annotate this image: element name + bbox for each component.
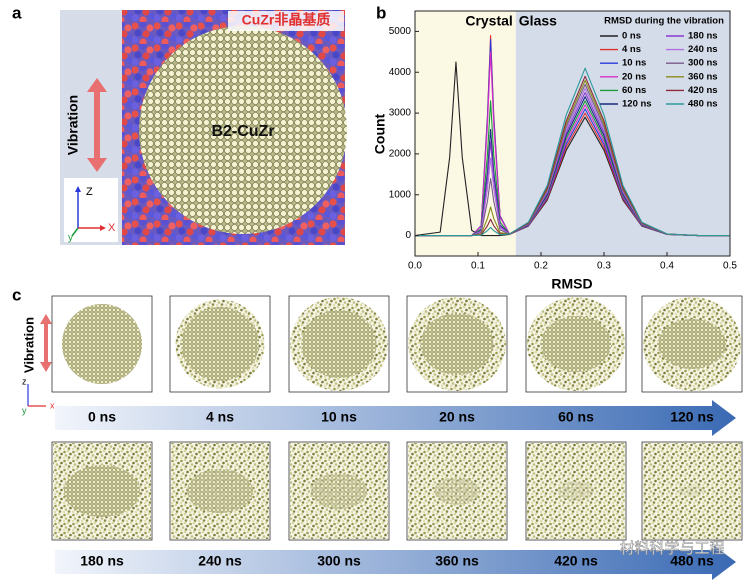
legend-label: 10 ns [622, 58, 646, 69]
legend-label: 0 ns [622, 31, 641, 42]
crystal-core [420, 313, 494, 375]
y-tick-label: 5000 [389, 26, 412, 37]
legend-label: 60 ns [622, 85, 646, 96]
crystal-core [658, 319, 726, 369]
series-line [415, 67, 730, 237]
legend-label: 480 ns [688, 99, 718, 110]
crystal-core [64, 465, 140, 517]
axes-box [64, 178, 118, 242]
x-tick-label: 0.3 [597, 261, 611, 272]
time-label: 240 ns [198, 553, 242, 569]
time-label: 180 ns [80, 553, 124, 569]
vibration-label: Vibration [65, 95, 81, 155]
legend-label: 20 ns [622, 71, 646, 82]
crystal-core [181, 307, 259, 381]
legend-label: 4 ns [622, 44, 641, 55]
axis-triad [27, 384, 46, 407]
vibration-arrow [40, 314, 52, 372]
y-axis-label: Count [372, 113, 388, 154]
crystal-label: B2-CuZr [211, 123, 274, 140]
legend-label: 240 ns [688, 44, 718, 55]
axis-y: y [22, 405, 27, 415]
x-tick-label: 0.2 [534, 261, 548, 272]
axis-y: y [68, 233, 73, 244]
time-label: 360 ns [435, 553, 479, 569]
region-label: Crystal [465, 13, 512, 29]
time-label: 10 ns [321, 409, 357, 425]
crystal-core [187, 469, 253, 513]
crystal-core [540, 316, 612, 372]
y-tick-label: 1000 [389, 189, 412, 200]
axis-x: X [108, 222, 116, 234]
x-tick-label: 0.4 [660, 261, 674, 272]
crystal-core [434, 477, 480, 505]
x-tick-label: 0.1 [471, 261, 485, 272]
legend-label: 120 ns [622, 99, 652, 110]
plot-frame [414, 10, 731, 257]
y-tick-label: 2000 [389, 149, 412, 160]
vibration-arrow [87, 78, 107, 172]
label-bg [228, 11, 344, 31]
region-label: Glass [519, 13, 557, 29]
legend-label: 420 ns [688, 85, 718, 96]
axis-x: x [50, 400, 55, 410]
vibration-label: Vibration [21, 317, 36, 373]
time-label: 60 ns [558, 409, 594, 425]
time-label: 420 ns [554, 553, 598, 569]
time-arrow [55, 544, 736, 580]
axis-z: z [22, 376, 27, 386]
legend-title: RMSD during the vibration [604, 16, 724, 27]
x-axis-label: RMSD [551, 276, 592, 292]
crystal-core [679, 485, 705, 497]
panel-label: a [12, 3, 22, 22]
crystal-region [139, 26, 347, 234]
time-label: 0 ns [88, 409, 116, 425]
time-label: 20 ns [439, 409, 475, 425]
legend-label: 360 ns [688, 71, 718, 82]
snapshots: 0 ns 4 ns 10 ns 20 ns 60 ns 120 ns 180 ns 240 n… [51, 295, 743, 569]
axis-triad [71, 186, 106, 237]
plot: Crystal Glass 0 1000 2000 3000 4000 5000 0.0 0.1 0… [389, 10, 737, 272]
time-label: 480 ns [670, 553, 714, 569]
crystal-core [301, 310, 377, 378]
matrix-label: CuZr非晶基质 [242, 12, 331, 28]
crystal-core [62, 304, 142, 384]
legend-label: 180 ns [688, 31, 718, 42]
y-tick-label: 3000 [389, 108, 412, 119]
panel-label: c [12, 285, 21, 304]
panel-label: b [376, 3, 386, 22]
y-tick-label: 0 [405, 230, 411, 241]
y-tick-label: 4000 [389, 67, 412, 78]
x-tick-label: 0.5 [723, 261, 737, 272]
watermark: 材料科学与工程 [619, 540, 724, 557]
time-label: 120 ns [670, 409, 714, 425]
legend-label: 300 ns [688, 58, 718, 69]
crystal-core [311, 473, 367, 509]
shaded-region [515, 11, 730, 256]
time-label: 4 ns [206, 409, 234, 425]
time-label: 300 ns [317, 553, 361, 569]
time-arrow [55, 400, 736, 436]
crystal-core [558, 481, 594, 501]
x-tick-label: 0.0 [408, 261, 422, 272]
axis-z: Z [86, 186, 93, 198]
